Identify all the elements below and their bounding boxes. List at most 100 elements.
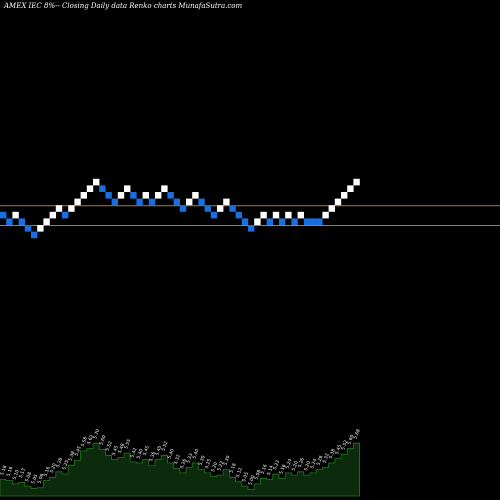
renko-brick-38 xyxy=(235,211,242,219)
renko-brick-9 xyxy=(55,205,63,212)
renko-brick-49 xyxy=(303,218,311,225)
renko-brick-6 xyxy=(37,225,44,232)
volume-label-9: 5.28 xyxy=(55,457,64,469)
renko-brick-32 xyxy=(198,198,205,206)
renko-brick-19 xyxy=(117,192,125,199)
renko-brick-34 xyxy=(210,211,218,219)
volume-label-10: 5.25 xyxy=(61,459,70,471)
renko-brick-8 xyxy=(49,211,56,219)
level-lines xyxy=(0,205,500,226)
renko-brick-46 xyxy=(285,211,292,219)
volume-label-11: 5.38 xyxy=(67,450,76,462)
renko-brick-15 xyxy=(93,178,100,186)
renko-brick-7 xyxy=(43,218,50,225)
volume-label-55: 5.52 xyxy=(340,439,349,451)
renko-brick-29 xyxy=(179,205,187,212)
renko-brick-43 xyxy=(266,218,273,225)
renko-brick-45 xyxy=(279,218,286,225)
renko-brick-5 xyxy=(31,231,38,239)
volume-label-8: 5.20 xyxy=(49,462,58,474)
volume-label-13: 5.58 xyxy=(80,436,89,448)
renko-brick-28 xyxy=(173,198,180,206)
volume-panel xyxy=(0,442,360,497)
volume-label-4: 5.08 xyxy=(24,471,33,483)
renko-brick-57 xyxy=(353,178,360,186)
volume-label-15: 5.70 xyxy=(92,428,101,440)
volume-label-36: 5.30 xyxy=(222,455,231,467)
renko-brick-24 xyxy=(148,198,156,206)
volume-label-56: 5.60 xyxy=(346,434,355,446)
volume-label-7: 5.16 xyxy=(43,466,52,478)
renko-brick-56 xyxy=(347,185,354,192)
volume-label-25: 5.45 xyxy=(154,445,163,457)
volume-label-22: 5.40 xyxy=(136,448,145,460)
renko-brick-17 xyxy=(105,192,112,199)
renko-brick-21 xyxy=(130,192,137,199)
volume-label-48: 5.26 xyxy=(297,457,306,469)
volume-label-23: 5.45 xyxy=(142,445,151,457)
renko-brick-54 xyxy=(334,198,342,206)
volume-label-52: 5.32 xyxy=(322,452,331,464)
renko-brick-31 xyxy=(192,192,199,199)
volume-label-57: 5.68 xyxy=(353,428,362,440)
renko-brick-52 xyxy=(322,211,329,219)
volume-label-33: 5.25 xyxy=(204,458,213,470)
renko-brick-11 xyxy=(68,205,75,212)
renko-bricks xyxy=(0,178,360,239)
volume-label-17: 5.52 xyxy=(105,440,114,452)
renko-brick-22 xyxy=(136,198,143,206)
renko-brick-20 xyxy=(124,185,131,192)
volume-label-43: 5.14 xyxy=(266,465,275,477)
renko-brick-33 xyxy=(204,205,211,212)
volume-area xyxy=(0,442,360,497)
renko-brick-37 xyxy=(229,205,236,212)
renko-brick-3 xyxy=(18,218,25,225)
volume-label-40: 5.00 xyxy=(247,474,256,486)
renko-brick-16 xyxy=(99,185,106,192)
renko-brick-40 xyxy=(248,225,255,232)
volume-label-38: 5.12 xyxy=(235,467,244,479)
volume-label-45: 5.16 xyxy=(278,463,287,475)
volume-label-2: 5.10 xyxy=(12,469,21,481)
volume-label-35: 5.22 xyxy=(216,460,225,472)
volume-label-20: 5.55 xyxy=(123,438,132,450)
volume-label-53: 5.38 xyxy=(328,448,337,460)
volume-label-34: 5.20 xyxy=(210,461,219,473)
volume-label-49: 5.20 xyxy=(303,460,312,472)
volume-label-12: 5.45 xyxy=(74,445,83,457)
volume-label-3: 5.13 xyxy=(18,467,27,479)
volume-label-27: 5.40 xyxy=(167,448,176,460)
volume-label-30: 5.33 xyxy=(185,452,194,464)
volume-label-5: 5.05 xyxy=(30,473,39,485)
volume-label-16: 5.60 xyxy=(98,434,107,446)
renko-brick-44 xyxy=(272,211,280,219)
volume-label-0: 5.18 xyxy=(0,465,8,477)
renko-brick-14 xyxy=(86,185,94,192)
renko-brick-18 xyxy=(111,198,118,206)
renko-brick-10 xyxy=(62,211,69,219)
renko-brick-13 xyxy=(80,192,87,199)
volume-label-42: 5.16 xyxy=(260,463,269,475)
renko-brick-41 xyxy=(254,218,261,225)
renko-brick-39 xyxy=(241,218,249,225)
volume-label-46: 5.24 xyxy=(284,458,293,470)
renko-brick-48 xyxy=(297,211,304,219)
renko-brick-25 xyxy=(155,192,162,199)
volume-label-19: 5.48 xyxy=(117,443,126,455)
volume-label-14: 5.62 xyxy=(86,434,95,446)
renko-brick-55 xyxy=(341,192,348,199)
volume-label-51: 5.28 xyxy=(315,455,324,467)
renko-brick-2 xyxy=(12,211,19,219)
volume-label-18: 5.45 xyxy=(111,445,120,457)
renko-brick-0 xyxy=(0,211,7,219)
volume-label-28: 5.32 xyxy=(173,454,182,466)
renko-brick-30 xyxy=(186,198,193,206)
volume-label-41: 5.08 xyxy=(253,469,262,481)
volume-label-6: 5.06 xyxy=(36,473,45,485)
renko-brick-53 xyxy=(328,205,335,212)
renko-brick-27 xyxy=(167,192,174,199)
renko-brick-1 xyxy=(6,218,13,225)
volume-label-54: 5.45 xyxy=(334,444,343,456)
volume-label-32: 5.30 xyxy=(198,455,207,467)
